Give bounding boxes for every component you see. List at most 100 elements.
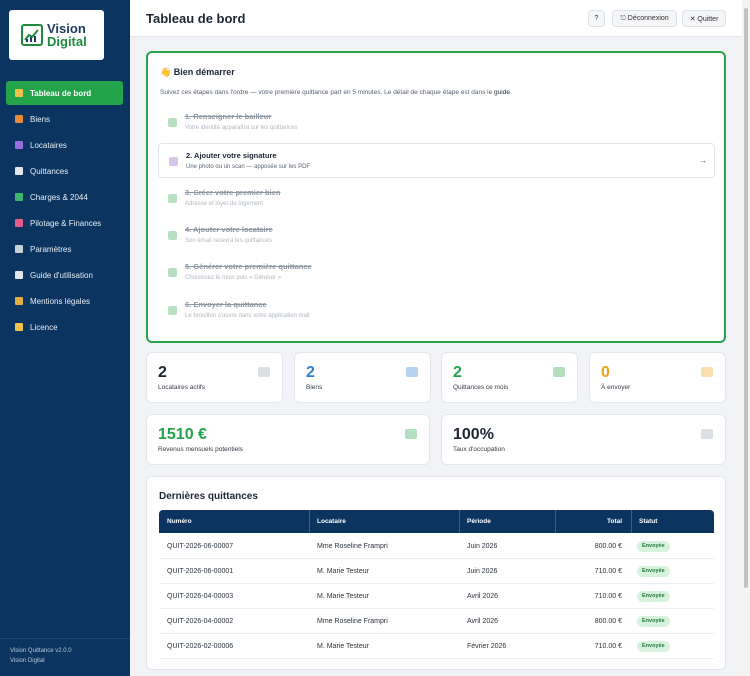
- cell-numero: QUIT-2026-04-00002: [167, 618, 234, 625]
- top-header: Tableau de bord ? ⎋ Déconnexion ✕ Quitte…: [130, 0, 742, 37]
- table-row[interactable]: QUIT-2026-04-00003 M. Marie Testeur Avril …: [159, 584, 714, 609]
- step-title: 3. Créer votre premier bien: [185, 188, 281, 197]
- table-row[interactable]: QUIT-2026-06-00007 Mme Roseline Frampri Ju…: [159, 534, 714, 559]
- money-icon: [405, 429, 417, 439]
- cell-total: 800.00 €: [594, 543, 622, 550]
- sidebar-item-charges-2044[interactable]: Charges & 2044: [6, 185, 123, 209]
- sidebar: Vision Digital Tableau de bord Biens Locat…: [0, 0, 130, 676]
- gear-icon: [15, 245, 23, 253]
- onboarding-panel: 👋 Bien démarrer Suivez ces étapes dans l…: [146, 51, 726, 343]
- key-icon: [15, 323, 23, 331]
- arrow-right-icon: →: [699, 156, 707, 165]
- onboarding-step[interactable]: 2. Ajouter votre signature Une photo ou u…: [158, 143, 715, 178]
- onboarding-subtitle-text: Suivez ces étapes dans l'ordre — votre p…: [160, 89, 495, 96]
- sidebar-item-label: Tableau de bord: [30, 88, 92, 98]
- users-icon: [15, 141, 23, 149]
- chart-icon: [15, 219, 23, 227]
- table-row[interactable]: QUIT-2026-04-00002 Mme Roseline Frampri Av…: [159, 609, 714, 634]
- onboarding-subtitle-end: .: [509, 89, 512, 96]
- app-version: Vision Quittance v2.0.0: [10, 648, 72, 654]
- stat-label: Quittances ce mois: [453, 384, 509, 391]
- sidebar-item-biens[interactable]: Biens: [6, 107, 123, 131]
- guide-link[interactable]: guide: [494, 89, 510, 96]
- column-divider: [459, 510, 460, 533]
- pending-icon: [169, 157, 178, 166]
- sidebar-item-tableau-de-bord[interactable]: Tableau de bord: [6, 81, 123, 105]
- sidebar-item-mentions-l-gales[interactable]: Mentions légales: [6, 289, 123, 313]
- onboarding-step[interactable]: 5. Générer votre première quittance Chois…: [158, 255, 715, 290]
- cell-numero: QUIT-2026-02-00006: [167, 643, 234, 650]
- sidebar-item-label: Licence: [30, 322, 58, 332]
- onboarding-step[interactable]: 4. Ajouter votre locataire Son email rece…: [158, 218, 715, 253]
- sidebar-item-locataires[interactable]: Locataires: [6, 133, 123, 157]
- stat-card: 100% Taux d'occupation: [441, 414, 726, 465]
- table-row[interactable]: QUIT-2026-06-00001 M. Marie Testeur Juin 2…: [159, 559, 714, 584]
- cell-locataire: Mme Roseline Frampri: [317, 543, 388, 550]
- help-button[interactable]: ?: [588, 10, 605, 27]
- sidebar-item-label: Pilotage & Finances: [30, 218, 102, 228]
- stat-label: Locataires actifs: [158, 384, 205, 391]
- money-icon: [15, 193, 23, 201]
- stat-value: 0: [601, 364, 610, 381]
- column-header-periode[interactable]: Période: [467, 518, 491, 525]
- logout-button[interactable]: ⎋ Déconnexion: [612, 10, 677, 27]
- cell-total: 710.00 €: [594, 593, 622, 600]
- cell-periode: Juin 2026: [467, 543, 498, 550]
- sidebar-item-pilotage-finances[interactable]: Pilotage & Finances: [6, 211, 123, 235]
- table-row[interactable]: QUIT-2026-02-00006 M. Marie Testeur Févrie…: [159, 634, 714, 659]
- brand-name-line2: Digital: [47, 34, 87, 49]
- cell-periode: Avril 2026: [467, 593, 499, 600]
- building-icon: [15, 115, 23, 123]
- step-description: Votre identité apparaîtra sur les quitta…: [185, 125, 298, 131]
- sidebar-item-param-tres[interactable]: Paramètres: [6, 237, 123, 261]
- chart-icon: [701, 429, 713, 439]
- document-icon: [553, 367, 565, 377]
- stat-card: 2 Biens: [294, 352, 431, 403]
- stat-label: À envoyer: [601, 384, 631, 391]
- onboarding-step[interactable]: 6. Envoyer la quittance Le brouillon s'ou…: [158, 293, 715, 328]
- step-description: Choisissez le mois puis « Générer »: [185, 275, 282, 281]
- cell-total: 800.00 €: [594, 618, 622, 625]
- step-title: 1. Renseigner le bailleur: [185, 112, 272, 121]
- table-header: Numéro Locataire Période Total Statut: [159, 510, 714, 533]
- column-header-total[interactable]: Total: [607, 518, 623, 525]
- onboarding-step[interactable]: 1. Renseigner le bailleur Votre identité …: [158, 105, 715, 140]
- step-title: 5. Générer votre première quittance: [185, 262, 312, 271]
- step-title: 2. Ajouter votre signature: [186, 151, 277, 160]
- column-header-statut[interactable]: Statut: [639, 518, 658, 525]
- check-icon: [168, 268, 177, 277]
- stat-value: 1510 €: [158, 426, 207, 443]
- house-icon: [406, 367, 418, 377]
- step-description: Le brouillon s'ouvre dans votre applicat…: [185, 313, 310, 319]
- stat-value: 2: [306, 364, 315, 381]
- sidebar-item-quittances[interactable]: Quittances: [6, 159, 123, 183]
- column-divider: [555, 510, 556, 533]
- sidebar-item-licence[interactable]: Licence: [6, 315, 123, 339]
- step-description: Une photo ou un scan — apposée sur les P…: [186, 164, 311, 170]
- step-title: 6. Envoyer la quittance: [185, 300, 267, 309]
- mail-icon: [701, 367, 713, 377]
- stat-card: 2 Quittances ce mois: [441, 352, 578, 403]
- quit-button[interactable]: ✕ Quitter: [682, 10, 726, 27]
- cell-periode: Juin 2026: [467, 568, 498, 575]
- status-badge: Envoyée: [637, 616, 670, 627]
- sidebar-item-label: Paramètres: [30, 244, 72, 254]
- sidebar-item-guide-d-utilisation[interactable]: Guide d'utilisation: [6, 263, 123, 287]
- book-icon: [15, 271, 23, 279]
- recent-receipts-panel: Dernières quittances Numéro Locataire Pé…: [146, 476, 726, 670]
- onboarding-step[interactable]: 3. Créer votre premier bien Adresse et lo…: [158, 181, 715, 216]
- column-header-locataire[interactable]: Locataire: [317, 518, 346, 525]
- app-logo[interactable]: Vision Digital: [9, 10, 104, 60]
- scrollbar-thumb[interactable]: [744, 8, 748, 588]
- cell-locataire: M. Marie Testeur: [317, 643, 369, 650]
- chart-logo-icon: [21, 24, 43, 46]
- status-badge: Envoyée: [637, 541, 670, 552]
- sidebar-item-label: Mentions légales: [30, 296, 91, 306]
- column-header-numero[interactable]: Numéro: [167, 518, 192, 525]
- stat-card: 2 Locataires actifs: [146, 352, 283, 403]
- status-badge: Envoyée: [637, 566, 670, 577]
- cell-total: 710.00 €: [594, 643, 622, 650]
- cell-total: 710.00 €: [594, 568, 622, 575]
- step-description: Son email recevra les quittances: [185, 238, 272, 244]
- check-icon: [168, 306, 177, 315]
